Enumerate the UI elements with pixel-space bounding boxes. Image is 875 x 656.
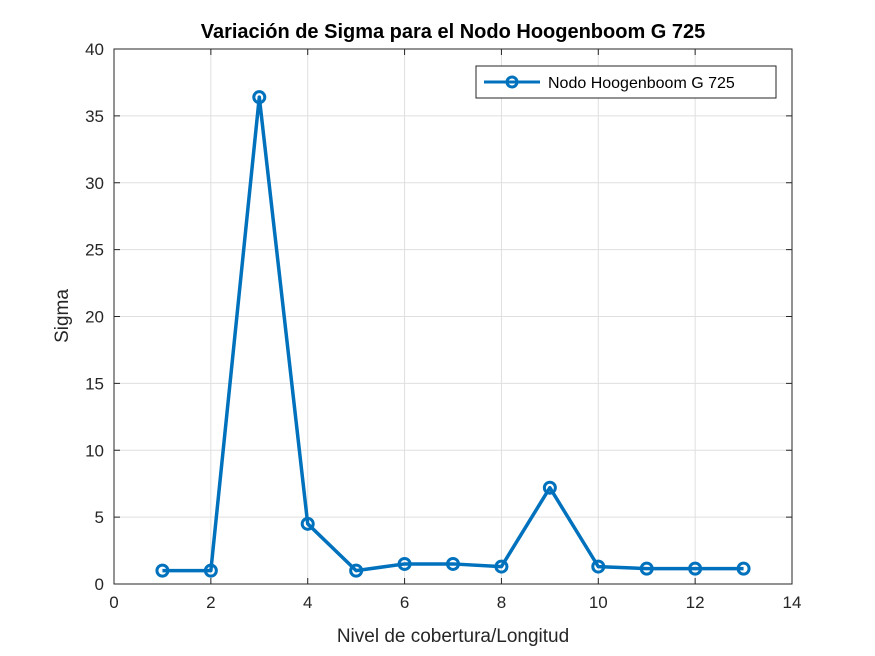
x-tick-label: 4 [303, 593, 312, 612]
data-point [591, 559, 606, 574]
data-point [736, 561, 751, 576]
y-tick-label: 5 [95, 508, 104, 527]
data-point [542, 480, 557, 495]
y-tick-label: 25 [85, 241, 104, 260]
x-tick-label: 14 [783, 593, 802, 612]
data-point [300, 516, 315, 531]
data-point [397, 556, 412, 571]
data-point [688, 561, 703, 576]
x-tick-label: 2 [206, 593, 215, 612]
x-tick-label: 6 [400, 593, 409, 612]
axis-ticks: 0 2 4 6 8 10 12 14 0 5 10 15 20 25 30 35 40 [85, 40, 801, 612]
data-point [639, 561, 654, 576]
data-point [203, 563, 218, 578]
y-tick-label: 40 [85, 40, 104, 59]
series-line [162, 95, 744, 573]
x-axis-label: Nivel de cobertura/Longitud [337, 626, 569, 647]
y-tick-label: 20 [85, 308, 104, 327]
legend-marker-icon [505, 75, 519, 89]
chart-title: Variación de Sigma para el Nodo Hoogenbo… [201, 21, 706, 43]
x-tick-label: 12 [686, 593, 705, 612]
y-tick-label: 0 [95, 575, 104, 594]
series-layer [155, 90, 751, 578]
data-point [446, 556, 460, 571]
x-tick-label: 0 [109, 593, 118, 612]
legend: Nodo Hoogenboom G 725 [475, 65, 777, 99]
x-tick-label: 10 [589, 593, 608, 612]
legend-entry-label: Nodo Hoogenboom G 725 [548, 75, 735, 92]
grid-lines [113, 48, 793, 585]
y-tick-label: 10 [85, 441, 104, 460]
y-tick-label: 35 [85, 107, 104, 126]
x-tick-label: 8 [497, 593, 506, 612]
data-point [494, 559, 509, 574]
y-axis-label: Sigma [52, 289, 73, 343]
y-tick-label: 30 [85, 174, 104, 193]
data-point [349, 563, 364, 578]
data-point [155, 563, 170, 578]
data-point [252, 90, 267, 105]
y-tick-label: 15 [85, 374, 104, 393]
